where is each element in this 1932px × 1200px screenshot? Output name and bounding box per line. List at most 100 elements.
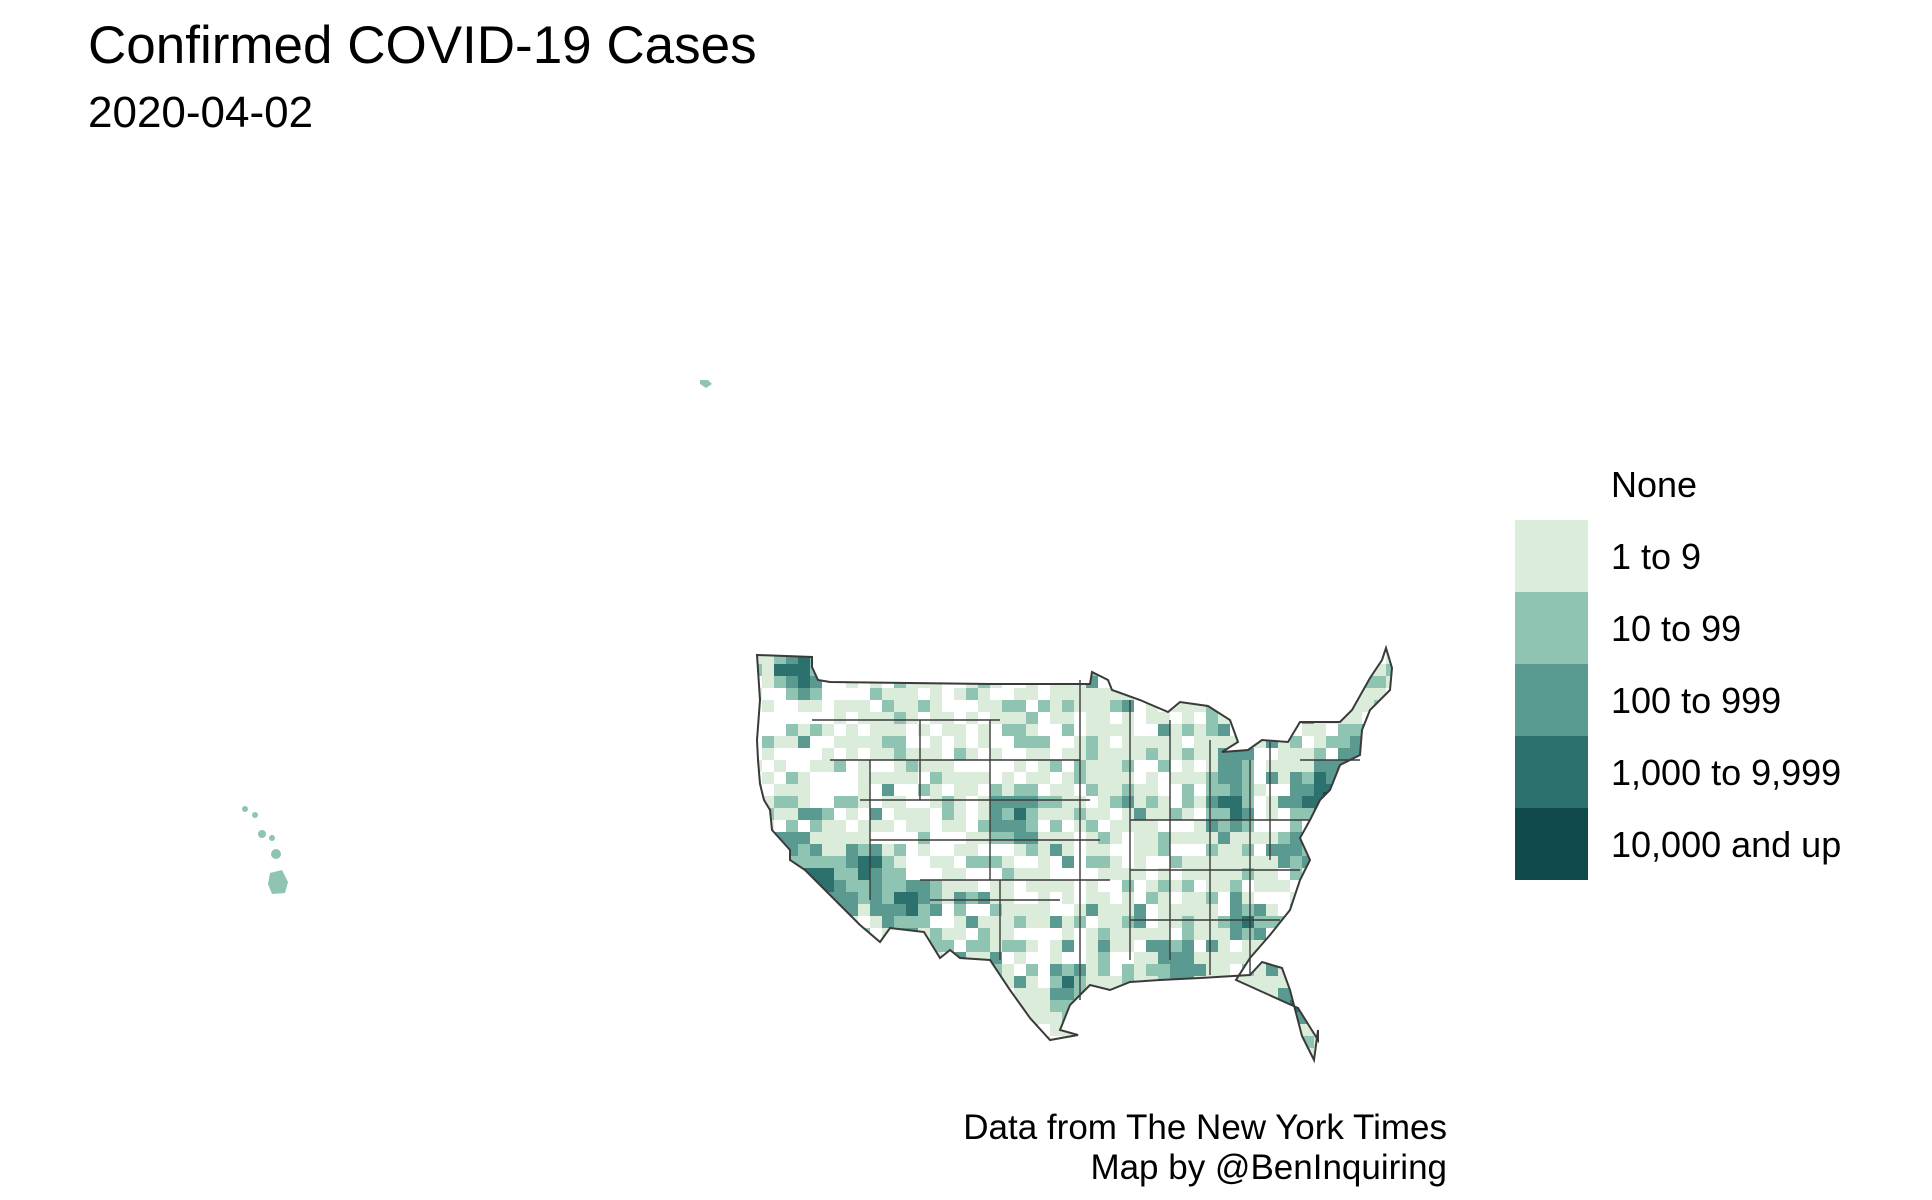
county-cell [1374,1036,1386,1048]
county-cell [954,648,966,652]
county-cell [1362,856,1374,868]
county-cell [1122,648,1134,652]
county-cell [918,1036,930,1048]
county-cell [954,856,966,868]
county-cell [1374,648,1386,652]
county-cell [1122,880,1134,892]
legend-label: None [1611,464,1698,505]
county-cell [1086,892,1098,904]
county-cell [1362,1012,1374,1024]
county-cell [870,844,882,856]
county-cell [1242,712,1254,724]
county-cell [1242,940,1254,952]
county-cell [1170,1000,1182,1012]
county-cell [810,892,822,904]
county-cell [990,1048,1002,1060]
county-cell [822,868,834,880]
county-cell [1314,1012,1326,1024]
county-cell [1194,928,1206,940]
county-cell [954,916,966,928]
county-cell [978,736,990,748]
county-cell [882,1000,894,1012]
county-cell [1314,772,1326,784]
county-cell [810,1024,822,1036]
county-cell [1194,820,1206,832]
county-cell [858,1036,870,1048]
county-cell [990,712,1002,724]
county-cell [774,1036,786,1048]
county-cell [1374,1024,1386,1036]
county-cell [966,760,978,772]
county-cell [1362,880,1374,892]
county-cell [1278,652,1290,664]
county-cell [1350,808,1362,820]
county-cell [834,760,846,772]
county-cell [834,664,846,676]
county-cell [834,724,846,736]
county-cell [1302,1000,1314,1012]
county-cell [1326,676,1338,688]
county-cell [1086,964,1098,976]
county-cell [1254,916,1266,928]
county-cell [834,772,846,784]
county-cell [858,988,870,1000]
county-cell [1266,856,1278,868]
county-cell [1086,648,1098,652]
county-cell [1326,700,1338,712]
county-cell [798,928,810,940]
county-cell [858,964,870,976]
county-cell [810,808,822,820]
county-cell [858,1024,870,1036]
county-cell [834,1000,846,1012]
county-cell [1350,760,1362,772]
county-cell [1086,1024,1098,1036]
county-cell [762,676,774,688]
county-cell [822,796,834,808]
county-cell [798,648,810,652]
county-cell [1398,952,1410,964]
county-cell [942,648,954,652]
county-cell [810,964,822,976]
county-cell [1158,844,1170,856]
county-cell [1110,964,1122,976]
county-cell [834,832,846,844]
county-cell [1110,648,1122,652]
county-cell [1038,892,1050,904]
county-cell [786,988,798,1000]
county-cell [1062,844,1074,856]
county-cell [822,832,834,844]
county-cell [1134,772,1146,784]
county-cell [1290,820,1302,832]
county-cell [942,688,954,700]
county-cell [978,1048,990,1060]
county-cell [1170,724,1182,736]
county-cell [822,688,834,700]
county-cell [858,868,870,880]
county-cell [942,772,954,784]
county-cell [1386,724,1392,736]
county-cell [810,856,822,868]
county-cell [810,904,822,916]
county-cell [798,724,810,736]
county-cell [1050,892,1062,904]
county-cell [1398,1000,1410,1012]
county-cell [1362,940,1374,952]
county-cell [930,724,942,736]
county-cell [798,988,810,1000]
county-cell [810,748,822,760]
county-cell [1050,868,1062,880]
county-cell [1350,1012,1362,1024]
county-cell [1230,868,1242,880]
county-cell [1290,856,1302,868]
county-cell [1050,940,1062,952]
county-cell [1278,700,1290,712]
county-cell [1134,1000,1146,1012]
county-cell [1326,1024,1338,1036]
county-cell [822,712,834,724]
county-cell [1170,688,1182,700]
county-cell [1170,1036,1182,1048]
county-cell [1050,724,1062,736]
county-cell [1254,760,1266,772]
county-cell [1302,976,1314,988]
